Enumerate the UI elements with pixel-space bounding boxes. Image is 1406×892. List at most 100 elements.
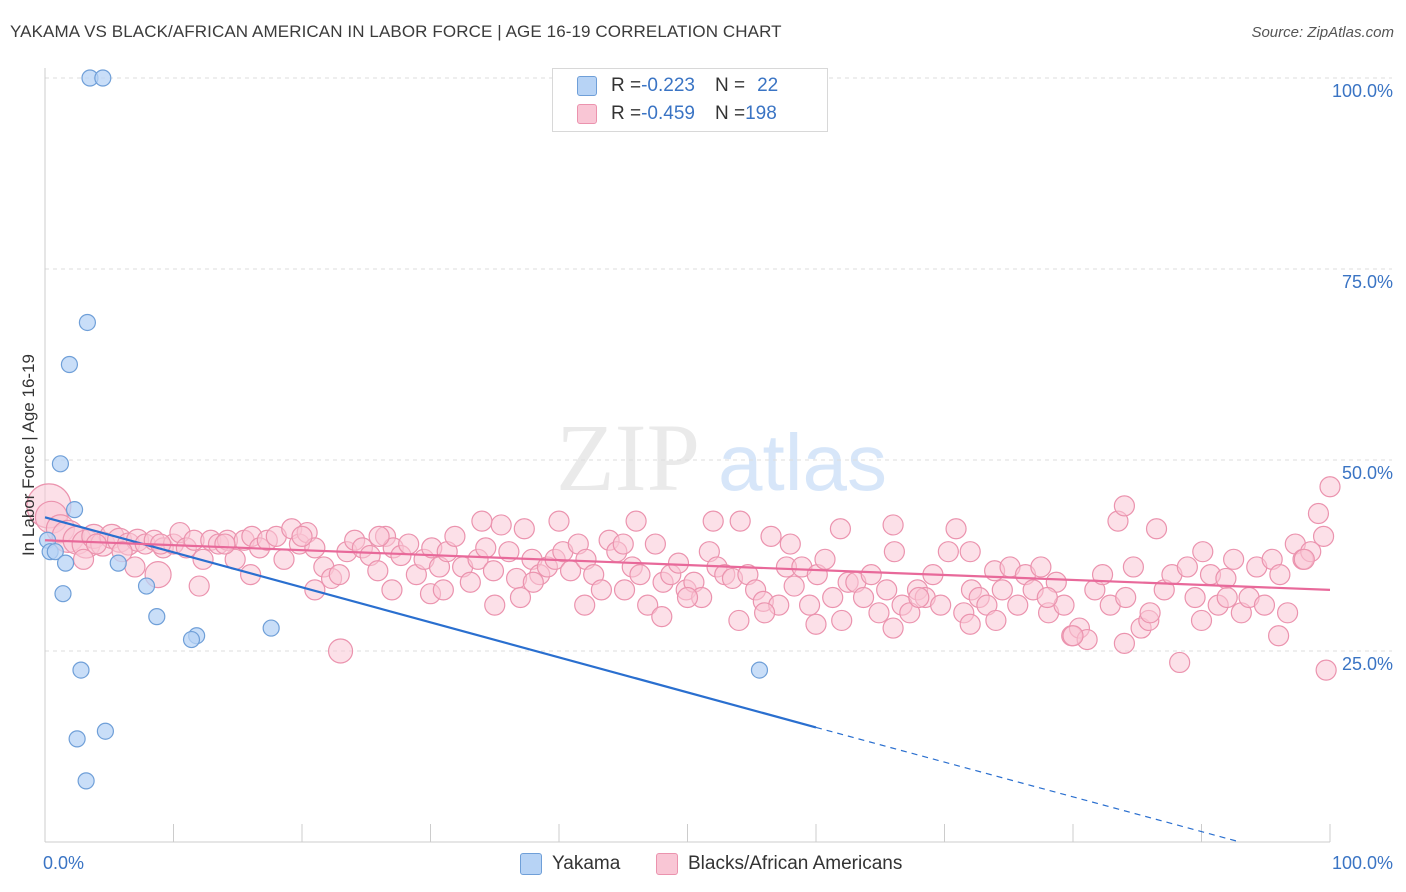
legend-r-label: R = <box>611 75 642 96</box>
x-tick-label: 100.0% <box>1332 853 1393 873</box>
black-point <box>860 563 882 586</box>
black-point <box>1145 518 1168 540</box>
black-point <box>822 586 844 609</box>
tick-labels: 100.0% 75.0% 50.0% 25.0% 0.0% 100.0% <box>43 81 1393 873</box>
yakama-point <box>137 577 156 595</box>
bottom-legend-swatch-black <box>656 853 678 875</box>
black-point <box>1312 525 1335 548</box>
x-tick-label: 0.0% <box>43 853 84 873</box>
black-point <box>381 579 403 601</box>
black-point <box>1276 602 1299 624</box>
black-point <box>613 579 636 601</box>
stats-legend: R = -0.223 N = 22 R = -0.459 N = 198 <box>552 68 828 132</box>
black-point <box>509 586 532 609</box>
black-point <box>367 560 389 582</box>
yakama-point <box>46 543 64 561</box>
black-point <box>959 613 981 635</box>
black-point <box>1115 586 1137 609</box>
yakama-point <box>262 619 280 637</box>
yakama-point <box>750 661 769 679</box>
black-point <box>930 594 952 616</box>
black-point <box>475 537 497 559</box>
black-point <box>1223 548 1245 570</box>
black-point <box>327 638 354 664</box>
black-point <box>1030 556 1052 578</box>
yakama-point <box>68 730 86 748</box>
legend-swatch-black <box>577 104 597 124</box>
bottom-legend-black: Blacks/African Americans <box>656 851 902 877</box>
black-point <box>72 548 95 570</box>
black-point <box>783 575 805 597</box>
black-point <box>188 575 210 597</box>
axes <box>44 68 1331 843</box>
black-point <box>1190 609 1213 632</box>
y-tick-label: 50.0% <box>1342 463 1393 483</box>
y-axis-label: In Labor Force | Age 16-19 <box>19 354 38 556</box>
black-point <box>991 579 1013 601</box>
black-point <box>328 563 350 586</box>
yakama-point <box>77 772 95 790</box>
watermark-zip: ZIP <box>556 404 700 511</box>
black-point <box>85 533 108 555</box>
yakama-point <box>72 661 90 679</box>
yakama-point <box>148 608 166 626</box>
black-point <box>513 518 535 540</box>
black-point <box>882 617 904 639</box>
black-point <box>798 594 821 616</box>
yakama-point <box>54 585 72 603</box>
black-point <box>1269 563 1291 586</box>
black-point <box>831 609 853 632</box>
black-point <box>444 525 466 548</box>
black-point <box>590 579 613 601</box>
legend-row-black: R = -0.459 N = 198 <box>577 102 777 126</box>
black-point <box>368 525 390 548</box>
black-point <box>574 594 596 616</box>
yakama-trend-extension <box>815 726 1241 843</box>
black-point <box>625 510 647 532</box>
black-point <box>1007 594 1029 616</box>
yakama-point <box>51 455 70 473</box>
black-trend-line <box>44 539 1331 591</box>
black-point <box>484 594 506 616</box>
y-tick-label: 100.0% <box>1332 81 1393 101</box>
black-point <box>490 514 512 536</box>
y-tick-label: 25.0% <box>1342 654 1393 674</box>
black-point <box>1122 556 1144 578</box>
black-point <box>498 541 520 563</box>
legend-n-value: 22 <box>757 75 779 96</box>
source-label: Source: ZipAtlas.com <box>1251 24 1394 41</box>
black-point <box>883 541 905 563</box>
black-point <box>702 510 724 532</box>
black-point <box>1267 625 1290 647</box>
black-point <box>729 510 751 532</box>
bottom-legend-label-yakama: Yakama <box>552 853 621 874</box>
black-point <box>937 541 959 563</box>
yakama-point <box>109 554 127 572</box>
yakama-point <box>96 722 114 740</box>
black-point <box>398 533 420 555</box>
black-point <box>1113 632 1136 654</box>
black-point <box>612 533 634 555</box>
y-tick-label: 75.0% <box>1342 272 1393 292</box>
black-point <box>829 518 852 540</box>
black-point <box>240 563 262 586</box>
watermark: ZIP atlas <box>556 404 887 511</box>
legend-r-label: R = <box>611 103 642 124</box>
black-point <box>868 602 890 624</box>
yakama-point <box>60 355 79 374</box>
yakama-point <box>56 554 75 572</box>
black-point <box>1176 556 1198 578</box>
black-point <box>1319 476 1341 498</box>
black-point <box>1036 586 1058 609</box>
legend-n-label: N = <box>714 75 746 96</box>
black-point <box>522 571 544 593</box>
black-point <box>676 586 699 609</box>
black-point <box>548 510 570 532</box>
yakama-point <box>78 313 97 332</box>
bottom-legend-swatch-yakama <box>520 853 542 875</box>
legend-r-value: -0.459 <box>641 103 695 124</box>
yakama-point <box>65 501 84 519</box>
black-point <box>728 609 750 632</box>
black-series-points <box>26 476 1341 681</box>
